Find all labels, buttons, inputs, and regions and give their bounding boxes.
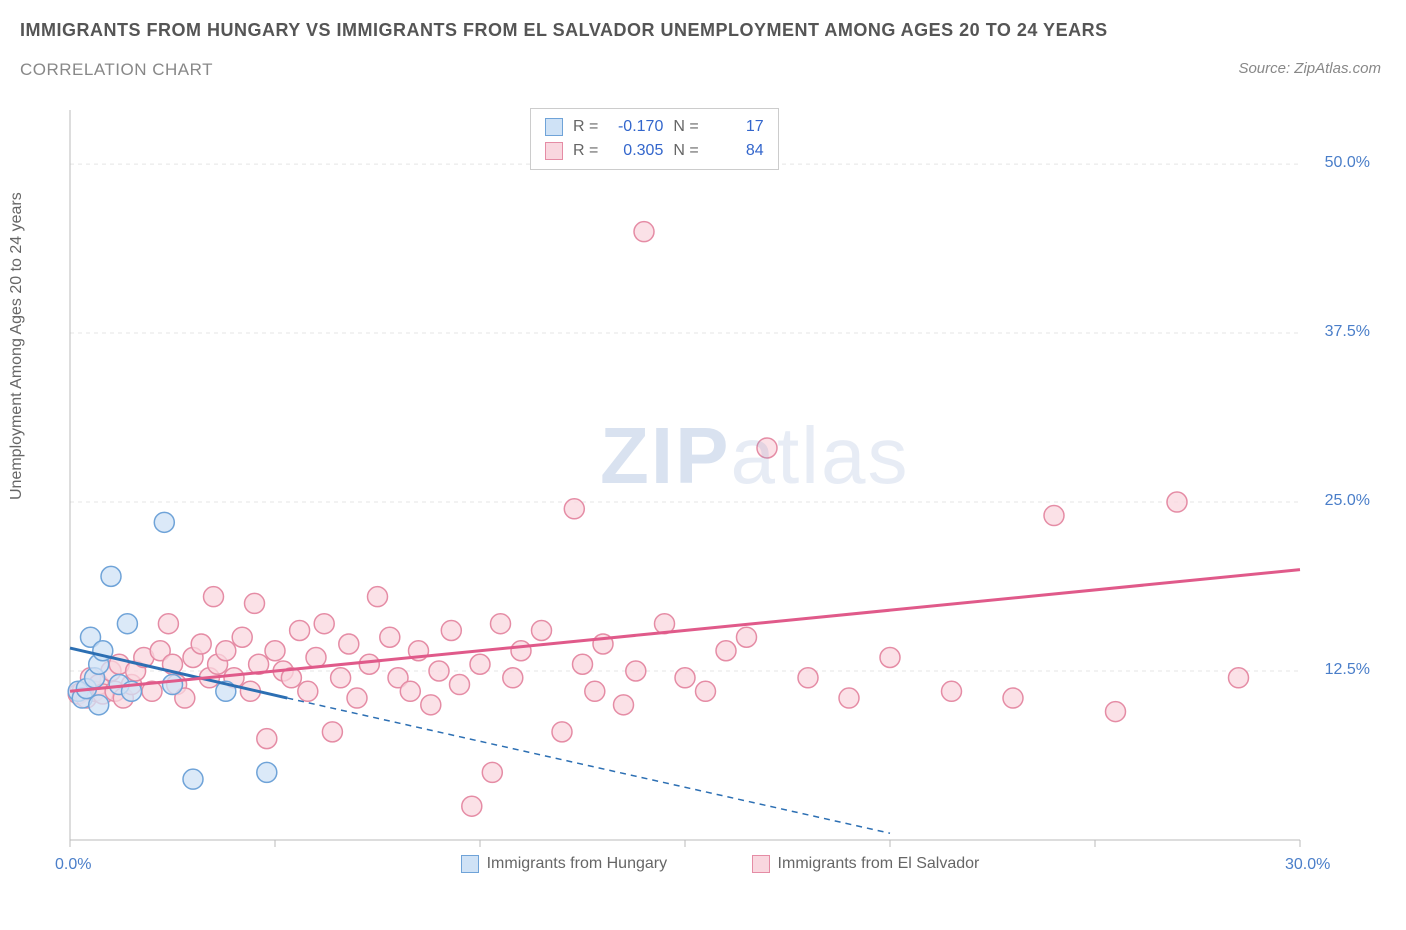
legend-label-hungary: Immigrants from Hungary	[487, 855, 668, 873]
x-tick-label: 30.0%	[1285, 856, 1330, 874]
y-tick-label: 25.0%	[1325, 492, 1370, 510]
stats-swatch-hungary	[545, 118, 563, 136]
source-credit: Source: ZipAtlas.com	[1238, 60, 1381, 77]
legend: Immigrants from Hungary Immigrants from …	[60, 855, 1380, 878]
legend-label-elsalvador: Immigrants from El Salvador	[778, 855, 980, 873]
legend-item-hungary: Immigrants from Hungary	[461, 855, 668, 873]
y-tick-label: 12.5%	[1325, 661, 1370, 679]
chart-area: ZIPatlas R =-0.170 N =17 R =0.305 N =84 …	[60, 100, 1380, 880]
legend-swatch-hungary	[461, 855, 479, 873]
stats-swatch-elsalvador	[545, 142, 563, 160]
stats-box: R =-0.170 N =17 R =0.305 N =84	[530, 108, 779, 170]
stats-row-hungary: R =-0.170 N =17	[545, 115, 764, 139]
y-axis-label: Unemployment Among Ages 20 to 24 years	[8, 192, 26, 500]
y-tick-label: 50.0%	[1325, 154, 1370, 172]
chart-subtitle: CORRELATION CHART	[20, 60, 213, 80]
y-tick-label: 37.5%	[1325, 323, 1370, 341]
watermark: ZIPatlas	[600, 410, 909, 502]
legend-item-elsalvador: Immigrants from El Salvador	[752, 855, 980, 873]
stats-row-elsalvador: R =0.305 N =84	[545, 139, 764, 163]
x-tick-label: 0.0%	[55, 856, 91, 874]
legend-swatch-elsalvador	[752, 855, 770, 873]
page-title: IMMIGRANTS FROM HUNGARY VS IMMIGRANTS FR…	[20, 20, 1108, 41]
